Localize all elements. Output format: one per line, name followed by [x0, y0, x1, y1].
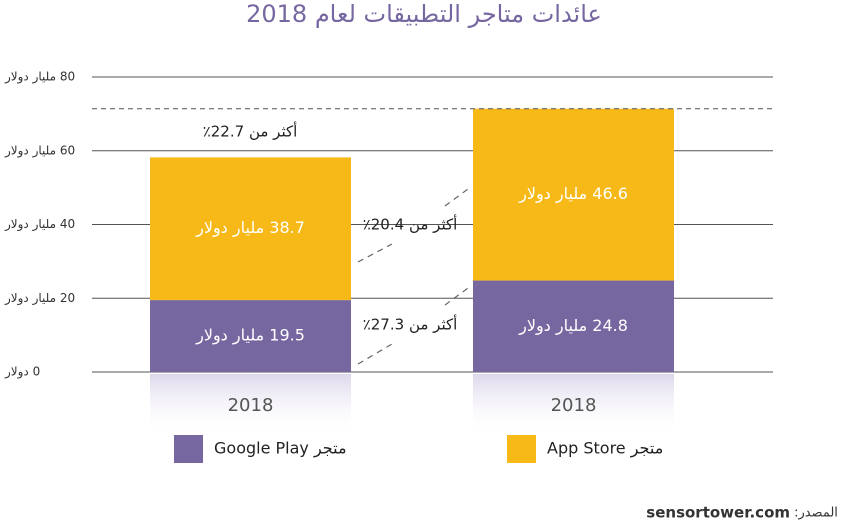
- annotation: أكثر من 22.7٪: [203, 122, 298, 141]
- y-tick-label: 0 دولار: [4, 365, 40, 380]
- y-tick-label: 40 مليار دولار: [4, 217, 75, 232]
- legend-swatch: [507, 435, 536, 463]
- value-label: 19.5 مليار دولار: [195, 326, 305, 346]
- bar-segment: [150, 157, 351, 301]
- legend-label: متجر App Store: [547, 439, 663, 459]
- annotation: أكثر من 20.4٪: [363, 215, 458, 234]
- value-label: 46.6 مليار دولار: [518, 184, 628, 204]
- value-label: 38.7 مليار دولار: [195, 218, 305, 238]
- connector: [444, 287, 469, 306]
- bar-shadow: [150, 374, 351, 436]
- connectors: [357, 188, 469, 365]
- y-tick-label: 80 مليار دولار: [4, 70, 75, 85]
- legend-label: متجر Google Play: [214, 439, 347, 459]
- x-tick-label: 2018: [551, 395, 597, 416]
- bar-segment: [150, 300, 351, 372]
- source: sensortower.com: [646, 504, 790, 521]
- x-tick-label: 2018: [228, 395, 274, 416]
- chart-title: عائدات متاجر التطبيقات لعام 2018: [246, 0, 602, 28]
- value-label: 24.8 مليار دولار: [518, 316, 628, 336]
- connector: [357, 243, 393, 263]
- connector: [357, 343, 393, 365]
- bar-shadow: [473, 374, 674, 436]
- connector: [444, 188, 469, 207]
- annotation: أكثر من 27.3٪: [363, 315, 458, 334]
- legend-swatch: [174, 435, 203, 463]
- y-tick-label: 60 مليار دولار: [4, 143, 75, 158]
- bar-segment: [473, 108, 674, 281]
- bar-segment: [473, 280, 674, 372]
- y-tick-label: 20 مليار دولار: [4, 291, 75, 306]
- source-label: المصدر:: [794, 506, 838, 521]
